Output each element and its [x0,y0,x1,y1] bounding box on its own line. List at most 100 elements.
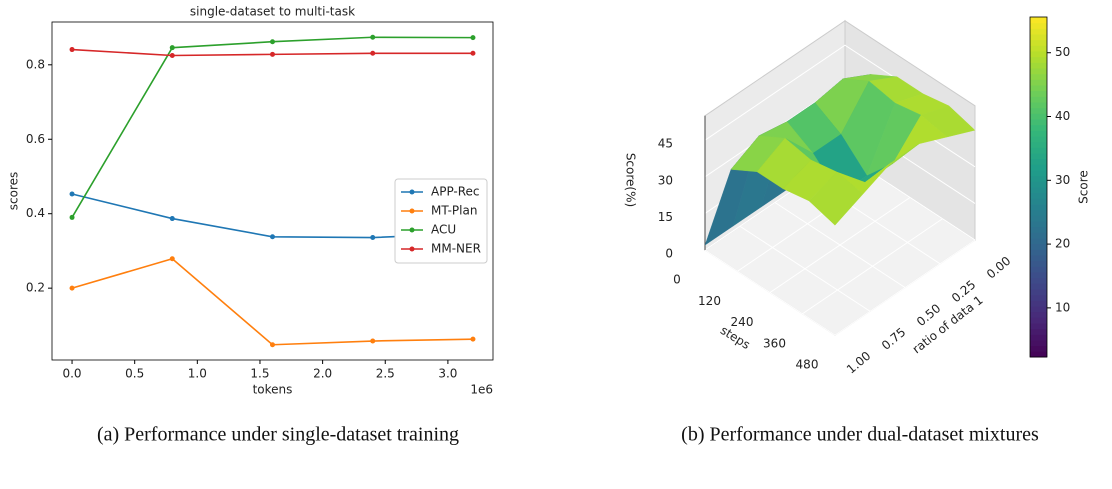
colorbar-segment [1030,90,1047,97]
colorbar-segment [1030,323,1047,330]
colorbar-tick-label: 30 [1055,173,1070,187]
colorbar-segment [1030,147,1047,154]
data-point [370,235,376,241]
x-tick-label: 0 [673,273,681,287]
colorbar-segment [1030,226,1047,233]
data-point [169,256,175,262]
colorbar-tick-label: 40 [1055,109,1070,123]
colorbar-label: Score [1077,170,1091,204]
x-offset-label: 1e6 [470,383,493,397]
colorbar-segment [1030,317,1047,324]
colorbar-frame [1029,16,1048,358]
x-tick-label: 3.0 [438,367,457,381]
data-point [169,216,175,222]
y-tick-label: 0.4 [26,206,45,220]
colorbar-segment [1030,192,1047,199]
colorbar-segment [1030,39,1047,46]
colorbar-segment [1030,289,1047,296]
colorbar-segment [1030,198,1047,205]
data-point [370,338,376,344]
legend-marker [409,208,415,214]
colorbar-segment [1030,294,1047,301]
z-tick-label: 45 [658,137,673,151]
data-point [470,35,476,41]
data-point [69,285,75,291]
colorbar-segment [1030,283,1047,290]
colorbar-segment [1030,300,1047,307]
colorbar-segment [1030,17,1047,24]
y-tick-label: 1.00 [844,349,873,377]
data-point [69,191,75,197]
colorbar-segment [1030,113,1047,120]
y-axis-label: scores [7,172,21,211]
colorbar-segment [1030,238,1047,245]
colorbar-segment [1030,175,1047,182]
data-point [470,336,476,342]
data-point [470,50,476,56]
colorbar-segment [1030,345,1047,352]
legend-label: ACU [431,223,456,237]
colorbar-segment [1030,204,1047,211]
x-tick-label: 0.5 [125,367,144,381]
data-point [370,50,376,56]
colorbar-segment [1030,277,1047,284]
x-tick-label: 0.0 [62,367,81,381]
z-tick-label: 30 [658,173,673,187]
data-point [270,234,275,240]
legend-label: APP-Rec [431,185,480,199]
colorbar-segment [1030,351,1047,358]
colorbar-segment [1030,255,1047,262]
colorbar-segment [1030,181,1047,188]
colorbar-segment [1030,107,1047,114]
y-tick-label: 0.75 [879,325,908,353]
colorbar-segment [1030,45,1047,52]
colorbar-tick-label: 10 [1055,300,1070,314]
colorbar-segment [1030,232,1047,239]
caption: (b) Performance under dual-dataset mixtu… [681,424,1039,446]
grid-line [704,249,836,336]
legend-box [394,178,488,264]
series-line [71,257,473,346]
z-tick-label: 0 [665,247,673,261]
x-tick-label: 360 [763,336,786,350]
legend-marker [409,189,415,195]
colorbar-segment [1030,62,1047,69]
grid-line [774,202,906,288]
colorbar-segment [1030,141,1047,148]
colorbar-segment [1030,153,1047,160]
colorbar-tick-label: 50 [1055,45,1070,59]
colorbar-segment [1030,249,1047,256]
colorbar-segment [1030,266,1047,273]
legend-marker [409,246,415,252]
z-axis-label: Score(%) [624,153,638,207]
colorbar-segment [1030,34,1047,41]
colorbar-segment [1030,334,1047,341]
colorbar-segment [1030,187,1047,194]
colorbar-segment [1030,328,1047,335]
colorbar-segment [1030,170,1047,177]
colorbar-segment [1030,79,1047,86]
colorbar-segment [1030,68,1047,75]
z-tick-label: 15 [658,210,673,224]
data-point [270,342,275,348]
chart-title: single-dataset to multi-task [190,5,355,19]
colorbar-segment [1030,136,1047,143]
colorbar-segment [1030,73,1047,80]
colorbar-segment [1030,56,1047,63]
x-tick-label: 240 [731,315,754,329]
colorbar-segment [1030,340,1047,347]
y-tick-label: 0.00 [984,254,1013,282]
plot-frame [51,21,494,361]
colorbar-segment [1030,221,1047,228]
colorbar-segment [1030,260,1047,267]
x-tick-label: 2.0 [313,367,332,381]
x-tick-label: 1.0 [188,367,207,381]
y-tick-label: 0.2 [26,281,45,295]
colorbar-segment [1030,85,1047,92]
x-axis-label: tokens [253,383,293,397]
legend-label: MM-NER [431,242,481,256]
x-tick-label: 120 [698,294,721,308]
data-point [270,39,275,45]
data-point [69,214,75,220]
colorbar-segment [1030,164,1047,171]
